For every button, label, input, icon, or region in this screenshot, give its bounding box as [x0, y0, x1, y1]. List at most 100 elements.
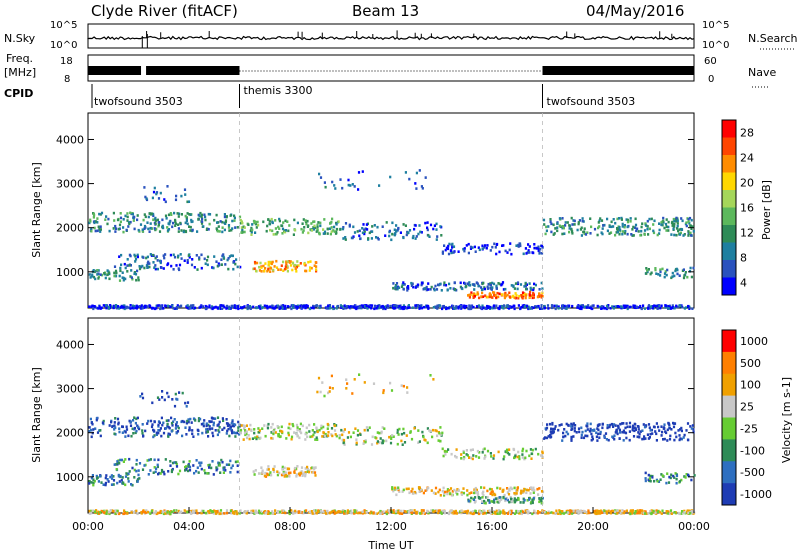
range-gate-cell — [124, 458, 127, 461]
range-gate-cell — [340, 428, 343, 432]
range-gate-cell — [156, 267, 159, 271]
range-gate-cell — [133, 227, 136, 231]
range-gate-cell — [327, 434, 330, 437]
range-gate-cell — [124, 214, 127, 218]
range-gate-cell — [480, 306, 483, 310]
range-gate-cell — [692, 428, 695, 431]
colorbar-segment — [722, 330, 736, 353]
range-gate-cell — [280, 473, 284, 477]
nsky-label: N.Sky — [4, 32, 36, 45]
range-gate-cell — [424, 489, 427, 492]
range-gate-cell — [617, 424, 620, 428]
range-gate-cell — [503, 293, 506, 297]
range-gate-cell — [118, 427, 121, 430]
range-gate-cell — [154, 470, 157, 474]
range-gate-cell — [306, 435, 309, 439]
range-gate-cell — [653, 219, 656, 223]
range-gate-cell — [285, 260, 288, 263]
range-gate-cell — [392, 489, 395, 493]
range-gate-cell — [502, 509, 505, 513]
range-gate-cell — [605, 304, 609, 308]
range-gate-cell — [162, 254, 165, 257]
nsky-series-spikes — [141, 30, 673, 48]
range-gate-cell — [526, 511, 530, 515]
range-gate-cell — [368, 305, 371, 309]
range-gate-cell — [435, 238, 438, 241]
range-gate-cell — [414, 237, 417, 240]
range-gate-cell — [99, 230, 102, 233]
range-gate-cell — [254, 231, 257, 234]
range-gate-cell — [434, 429, 437, 432]
range-gate-cell — [200, 213, 203, 217]
range-gate-cell — [231, 254, 234, 258]
range-gate-cell — [286, 260, 289, 263]
range-gate-cell — [329, 306, 332, 310]
range-gate-cell — [524, 296, 527, 300]
range-gate-cell — [220, 512, 223, 516]
range-gate-cell — [615, 231, 618, 234]
range-gate-cell — [294, 509, 297, 513]
range-gate-cell — [578, 430, 581, 434]
range-gate-cell — [481, 500, 484, 503]
range-gate-cell — [513, 497, 516, 500]
range-gate-cell — [654, 268, 657, 272]
range-gate-cell — [105, 474, 108, 477]
range-gate-cell — [621, 222, 624, 226]
range-gate-cell — [510, 512, 513, 516]
range-gate-cell — [264, 471, 267, 475]
range-gate-cell — [166, 391, 169, 395]
range-gate-cell — [296, 221, 299, 225]
range-gate-cell — [597, 226, 600, 230]
range-gate-cell — [672, 227, 675, 231]
range-gate-cell — [524, 282, 527, 286]
range-gate-cell — [299, 430, 302, 433]
range-gate-cell — [278, 219, 281, 223]
range-gate-cell — [231, 219, 234, 223]
range-gate-cell — [266, 468, 269, 471]
range-gate-cell — [346, 436, 349, 439]
range-gate-cell — [192, 464, 195, 467]
range-gate-cell — [674, 472, 677, 475]
range-gate-cell — [89, 509, 92, 513]
range-gate-cell — [456, 492, 459, 496]
range-gate-cell — [491, 245, 494, 249]
range-gate-cell — [562, 226, 565, 230]
range-gate-cell — [90, 229, 93, 233]
range-gate-cell — [622, 439, 625, 442]
range-gate-cell — [515, 489, 518, 493]
range-gate-cell — [167, 419, 170, 422]
range-gate-cell — [412, 285, 415, 289]
range-gate-cell — [483, 486, 486, 490]
range-gate-cell — [435, 429, 438, 433]
colorbar-segment — [722, 155, 736, 173]
range-gate-cell — [310, 510, 313, 513]
range-gate-cell — [634, 304, 637, 308]
range-gate-cell — [476, 449, 479, 453]
range-gate-cell — [306, 219, 309, 223]
range-gate-cell — [92, 428, 95, 431]
range-gate-cell — [554, 425, 557, 428]
range-gate-cell — [139, 223, 143, 226]
range-gate-cell — [326, 509, 329, 513]
range-gate-cell — [540, 496, 543, 500]
range-gate-cell — [159, 307, 162, 311]
range-gate-cell — [524, 509, 527, 512]
range-gate-cell — [307, 260, 310, 264]
range-gate-cell — [302, 511, 305, 515]
range-gate-cell — [534, 447, 537, 451]
range-gate-cell — [434, 492, 437, 495]
range-gate-cell — [618, 305, 621, 308]
range-gate-cell — [263, 269, 266, 273]
range-gate-cell — [398, 427, 401, 431]
range-gate-cell — [489, 511, 493, 515]
range-gate-cell — [206, 428, 209, 431]
range-gate-cell — [174, 222, 177, 225]
range-gate-cell — [533, 243, 536, 246]
range-gate-cell — [474, 486, 477, 490]
range-gate-cell — [133, 416, 136, 419]
range-gate-cell — [656, 306, 659, 310]
range-gate-cell — [499, 487, 502, 490]
range-gate-cell — [347, 183, 350, 187]
range-gate-cell — [495, 304, 498, 308]
range-gate-cell — [313, 512, 316, 515]
